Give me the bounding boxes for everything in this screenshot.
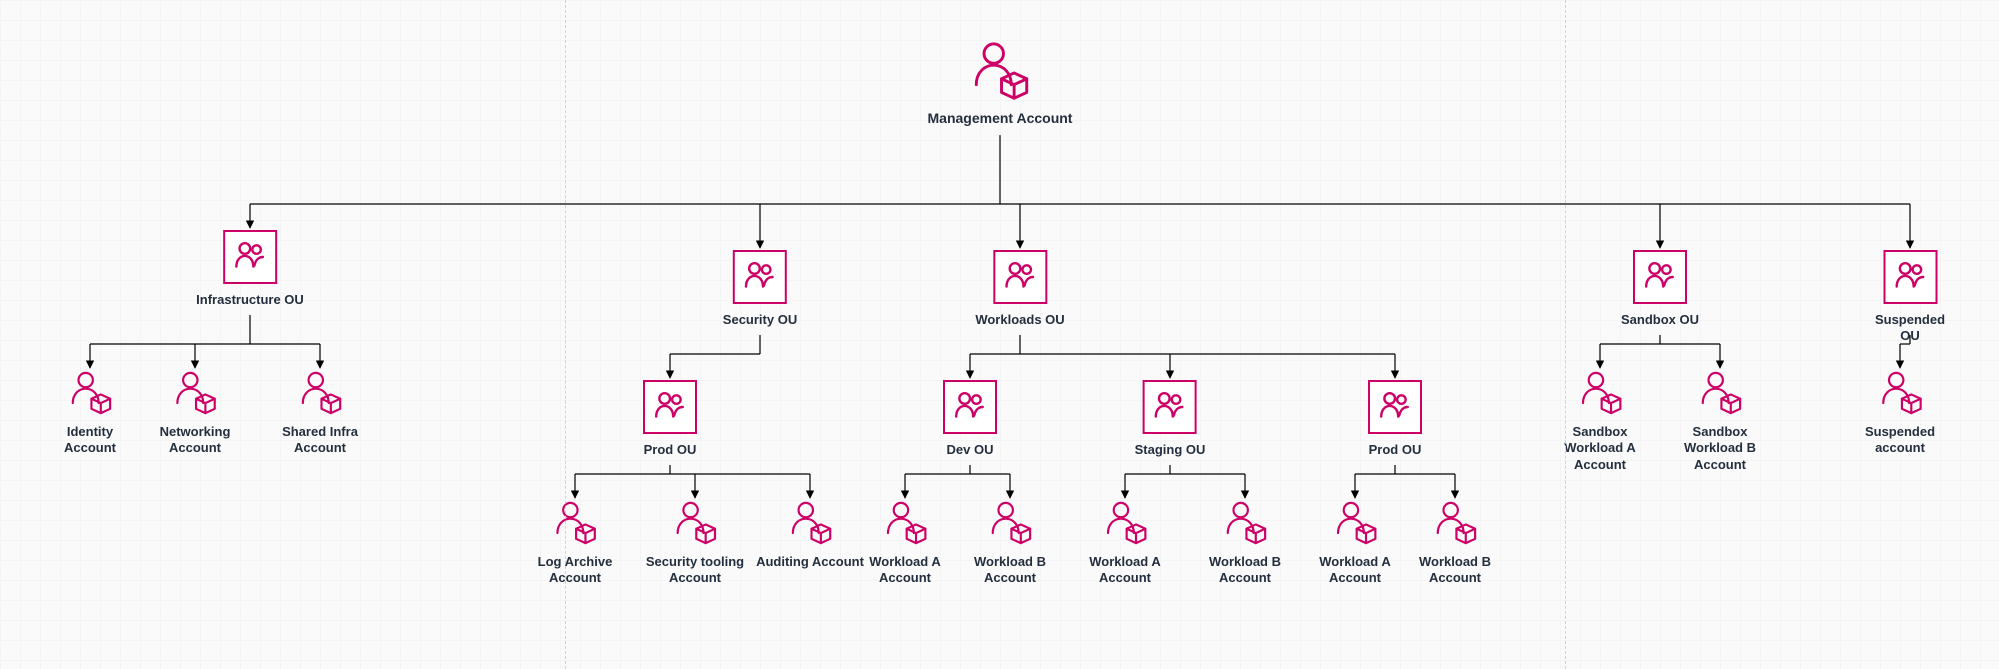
node-shared: Shared Infra Account <box>282 370 358 457</box>
account-icon <box>160 370 231 416</box>
org-unit-icon <box>1368 380 1422 434</box>
diagram-canvas: Management Account Infrastructure OU Sec… <box>0 0 1999 669</box>
node-security: Security OU <box>723 250 797 328</box>
section-divider <box>1565 0 1566 669</box>
account-icon <box>928 40 1073 102</box>
node-prodA: Workload A Account <box>1319 500 1391 587</box>
node-label: Security tooling Account <box>646 554 744 587</box>
account-icon <box>1851 370 1950 416</box>
node-label: Staging OU <box>1135 442 1206 458</box>
node-stgou: Staging OU <box>1135 380 1206 458</box>
node-label: Suspended OU <box>1866 312 1955 345</box>
node-sbA: Sandbox Workload A Account <box>1564 370 1636 473</box>
node-susp: Suspended account <box>1851 370 1950 457</box>
org-unit-icon <box>1143 380 1197 434</box>
node-label: Workload B Account <box>1209 554 1281 587</box>
account-icon <box>756 500 864 546</box>
node-stgB: Workload B Account <box>1209 500 1281 587</box>
account-icon <box>1419 500 1491 546</box>
node-sandbox: Sandbox OU <box>1621 250 1699 328</box>
node-label: Suspended account <box>1851 424 1950 457</box>
node-identity: Identity Account <box>64 370 116 457</box>
org-unit-icon <box>943 380 997 434</box>
node-label: Shared Infra Account <box>282 424 358 457</box>
account-icon <box>64 370 116 416</box>
node-label: Security OU <box>723 312 797 328</box>
node-devA: Workload A Account <box>869 500 941 587</box>
org-unit-icon <box>1633 250 1687 304</box>
node-label: Dev OU <box>943 442 997 458</box>
account-icon <box>974 500 1046 546</box>
node-audit: Auditing Account <box>756 500 864 570</box>
node-label: Management Account <box>928 110 1073 128</box>
node-devB: Workload B Account <box>974 500 1046 587</box>
section-divider <box>565 0 566 669</box>
account-icon <box>1089 500 1161 546</box>
node-sbB: Sandbox Workload B Account <box>1684 370 1756 473</box>
node-secprod: Prod OU <box>643 380 697 458</box>
node-network: Networking Account <box>160 370 231 457</box>
node-label: Sandbox Workload A Account <box>1564 424 1636 473</box>
node-label: Infrastructure OU <box>196 292 304 308</box>
node-label: Prod OU <box>643 442 697 458</box>
account-icon <box>646 500 744 546</box>
node-label: Workload A Account <box>1319 554 1391 587</box>
node-label: Identity Account <box>64 424 116 457</box>
org-unit-icon <box>993 250 1047 304</box>
node-label: Workload B Account <box>974 554 1046 587</box>
node-label: Auditing Account <box>756 554 864 570</box>
account-icon <box>538 500 613 546</box>
node-stgA: Workload A Account <box>1089 500 1161 587</box>
org-unit-icon <box>1883 250 1937 304</box>
account-icon <box>1684 370 1756 416</box>
account-icon <box>1319 500 1391 546</box>
node-label: Sandbox OU <box>1621 312 1699 328</box>
org-unit-icon <box>643 380 697 434</box>
node-workloads: Workloads OU <box>975 250 1064 328</box>
node-label: Workloads OU <box>975 312 1064 328</box>
org-unit-icon <box>223 230 277 284</box>
node-label: Networking Account <box>160 424 231 457</box>
node-label: Sandbox Workload B Account <box>1684 424 1756 473</box>
node-mgmt: Management Account <box>928 40 1073 128</box>
account-icon <box>1209 500 1281 546</box>
node-label: Workload A Account <box>1089 554 1161 587</box>
account-icon <box>869 500 941 546</box>
node-prodB: Workload B Account <box>1419 500 1491 587</box>
node-logarch: Log Archive Account <box>538 500 613 587</box>
node-label: Workload B Account <box>1419 554 1491 587</box>
org-unit-icon <box>733 250 787 304</box>
node-infra: Infrastructure OU <box>196 230 304 308</box>
node-sectool: Security tooling Account <box>646 500 744 587</box>
node-label: Prod OU <box>1368 442 1422 458</box>
account-icon <box>282 370 358 416</box>
node-suspended: Suspended OU <box>1866 250 1955 345</box>
account-icon <box>1564 370 1636 416</box>
node-label: Log Archive Account <box>538 554 613 587</box>
node-prodou: Prod OU <box>1368 380 1422 458</box>
node-devou: Dev OU <box>943 380 997 458</box>
node-label: Workload A Account <box>869 554 941 587</box>
